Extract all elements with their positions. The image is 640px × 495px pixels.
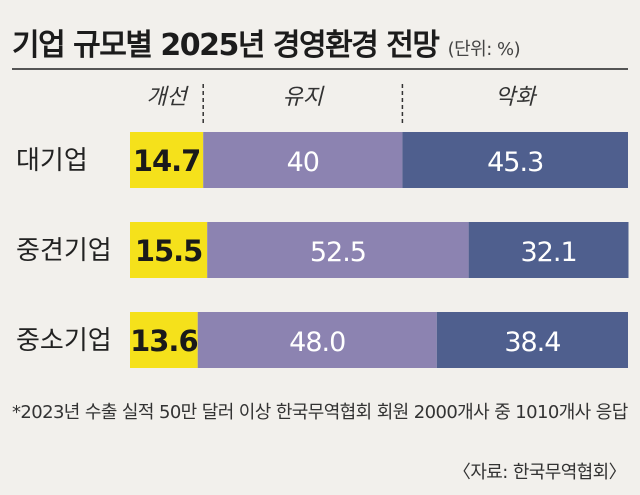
legend-label-2: 유지 [283,85,325,110]
data-label-2-2: 52.5 [310,237,366,268]
title-divider [12,68,628,70]
category-label-1: 대기업 [16,146,88,176]
bar-segment-2-3 [468,222,629,278]
category-label-2: 중견기업 [16,236,112,266]
data-label-2-3: 32.1 [521,237,577,268]
data-label-2-1: 15.5 [135,234,203,268]
source-label: 〈자료: 한국무역협회〉 [452,462,627,483]
unit-label: (단위: %) [447,39,521,60]
data-label-3-1: 13.6 [130,324,198,358]
data-label-3-3: 38.4 [504,327,560,358]
bar-segment-1-3 [402,132,628,188]
legend-label-3: 악화 [495,85,537,110]
data-label-1-2: 40 [287,147,319,178]
legend-label-1: 개선 [146,85,189,110]
bar-segment-3-2 [197,312,437,368]
chart-title: 기업 규모별 2025년 경영환경 전망 [12,28,440,63]
data-label-1-1: 14.7 [133,144,201,178]
footnote: *2023년 수출 실적 50만 달러 이상 한국무역협회 회원 2000개사 … [12,402,628,423]
bar-segment-3-3 [436,312,628,368]
bar-segment-1-1 [130,132,204,188]
data-label-1-3: 45.3 [487,147,543,178]
bar-segment-3-1 [130,312,198,368]
category-label-3: 중소기업 [16,326,112,356]
bar-segment-2-2 [207,222,469,278]
data-label-3-2: 48.0 [289,327,345,358]
bar-segment-1-2 [203,132,403,188]
bar-segment-2-1 [130,222,208,278]
chart-header: 기업 규모별 2025년 경영환경 전망 (단위: %) [12,20,521,64]
